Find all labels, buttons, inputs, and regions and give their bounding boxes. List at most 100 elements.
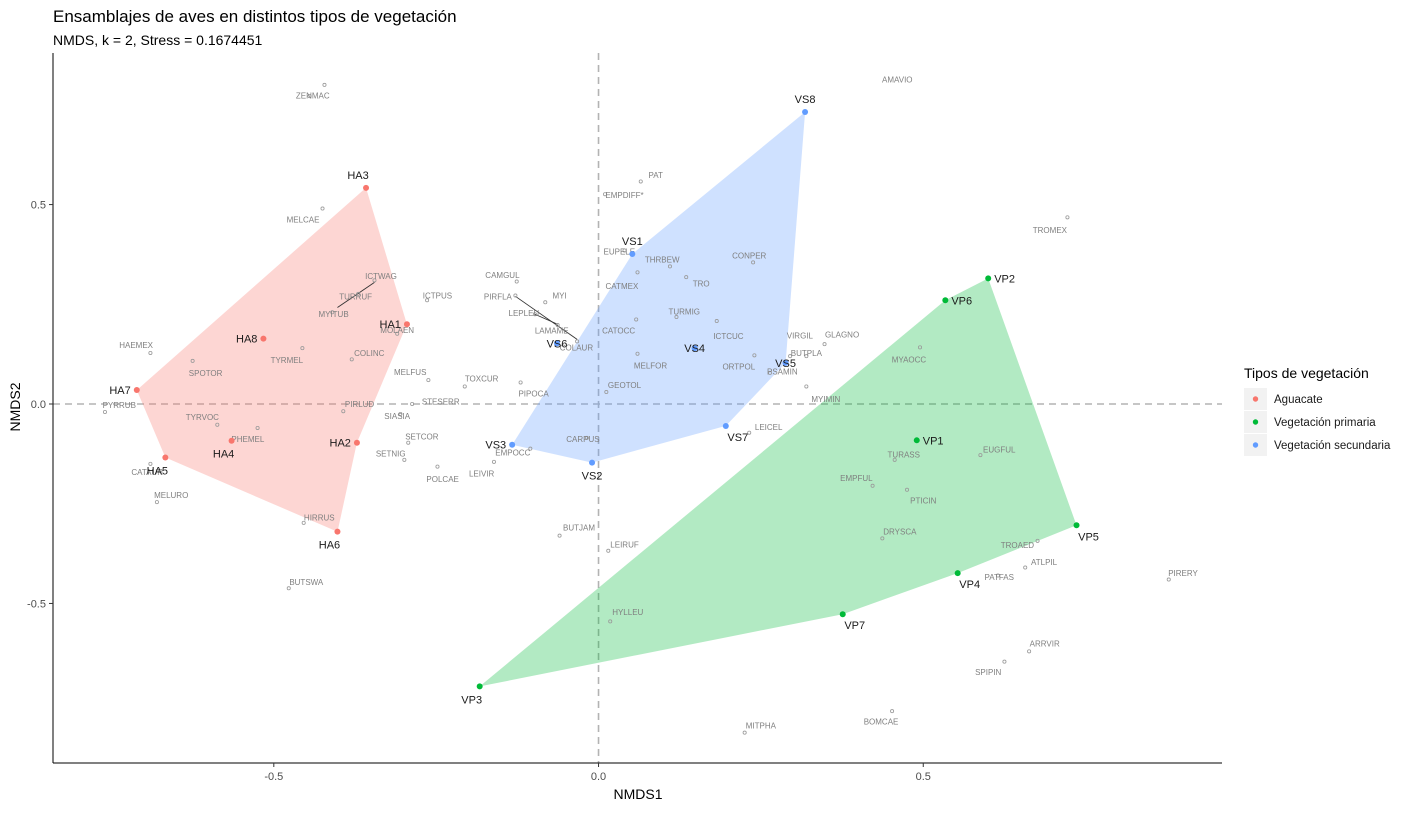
species-label: HYLLEU [612,608,643,617]
species-label: GLAGNO [825,331,859,340]
site-point-vp6 [942,297,949,304]
x-tick-label: 0.5 [916,771,931,783]
site-point-vp5 [1073,522,1080,529]
species-point-polcae [435,464,440,469]
site-label: HA1 [380,319,401,331]
species-point-glagno [822,342,827,347]
species-point-leicel [747,430,752,435]
species-label: PIRFLA [484,292,513,301]
site-point-vs8 [802,109,809,116]
site-point-ha3 [363,184,370,191]
species-point-myi [543,300,548,305]
species-label: TROAED [1001,541,1035,550]
species-label: LEICEL [755,423,783,432]
legend: Tipos de vegetación Aguacate Vegetación p… [1244,365,1391,456]
species-label: PYRRUB [103,401,136,410]
species-point-toxcur [462,384,467,389]
legend-key-1 [1252,419,1259,425]
species-point-phemel [255,425,260,430]
species-label: LEPLEU [509,309,540,318]
legend-label: Aguacate [1274,394,1323,406]
species-label: PIRLUD [345,400,375,409]
site-label: VS1 [622,236,643,248]
site-label: VP3 [461,694,482,706]
species-label: BUTSWA [289,578,324,587]
species-label: ICTPUS [423,292,452,301]
species-point-turass [892,457,897,462]
species-label: PATFAS [984,573,1014,582]
site-point-vs6 [553,340,560,347]
legend-key-2 [1252,442,1259,448]
species-point-melcae [320,206,325,211]
species-point-pticin [905,487,910,492]
species-label: STESERR [422,398,460,407]
site-point-vs1 [629,251,636,258]
species-point-melfus [426,378,431,383]
site-point-vp7 [839,611,846,618]
species-label: BOMCAE [864,718,899,727]
species-label: TYRVOC [186,413,219,422]
species-point-pirfla [513,293,518,298]
site-label: HA5 [147,465,168,477]
species-point-pipoca [518,380,523,385]
species-point-psamin [767,370,772,375]
species-point-butjam [557,533,562,538]
species-label: CATAUR [131,468,163,477]
species-point-troaed [1035,538,1040,543]
species-label: SPIPIN [975,668,1001,677]
species-point-setcor [406,440,411,445]
site-label: VS3 [485,440,506,452]
legend-label: Vegetación secundaria [1274,440,1391,452]
species-point-geotol [604,390,609,395]
species-label: ICTCUC [713,332,743,341]
species-label: EUGFUL [983,445,1016,454]
species-label: ORTPOL [722,363,755,372]
species-label: ICTWAG [365,272,397,281]
site-point-vs7 [722,422,729,429]
species-label: TOXCUR [465,374,499,383]
site-label: VP5 [1078,531,1099,543]
site-point-ha2 [353,439,360,446]
species-point-steserr [410,402,415,407]
species-point-spipin [1002,659,1007,664]
species-point-empful [870,483,875,488]
species-point-empdiff [603,192,608,197]
species-label: MOLAEN [380,326,414,335]
chart-subtitle: NMDS, k = 2, Stress = 0.1674451 [53,32,263,48]
site-point-vp4 [954,570,961,577]
species-label: MYAOCC [892,355,927,364]
species-label: EMPOCC [495,449,530,458]
site-label: VP6 [951,295,972,307]
species-point-mitpha [742,730,747,735]
species-point-colaur [575,339,580,344]
x-tick-label: -0.5 [264,771,283,783]
species-label: TYRMEL [271,356,304,365]
site-label: VS8 [795,94,816,106]
species-label: EMPDIFF* [605,191,643,200]
species-label: EUPELE [604,248,636,257]
leader-line [515,295,578,340]
site-label: HA6 [319,540,340,552]
site-point-vp3 [476,683,483,690]
species-label: BUTJAM [563,524,595,533]
species-point-meluro [154,500,159,505]
y-tick-label: 0.0 [31,399,46,411]
species-label: MYITUB [318,310,348,319]
site-point-vs5 [782,359,789,366]
species-point-eugful [978,453,983,458]
species-label: AMAVIO [882,75,913,84]
species-point-carpus [584,435,589,440]
site-label: VP4 [959,579,980,591]
species-point-tromex [1065,215,1070,220]
species-point-catocc [634,317,639,322]
species-point-turruf [356,291,361,296]
plot-panel: AMAVIO ZENMAC MELCAE ICTWAG TURRUF MYITUB ICTP… [27,53,1222,783]
species-point-molaen [395,331,400,336]
species-label: CAMGUL [485,271,520,280]
site-label: VS5 [775,358,796,370]
species-label: PSAMIN [767,367,798,376]
species-point-leivir [491,459,496,464]
species-point-turmig [674,315,679,320]
species-label: CARPUS [566,435,599,444]
